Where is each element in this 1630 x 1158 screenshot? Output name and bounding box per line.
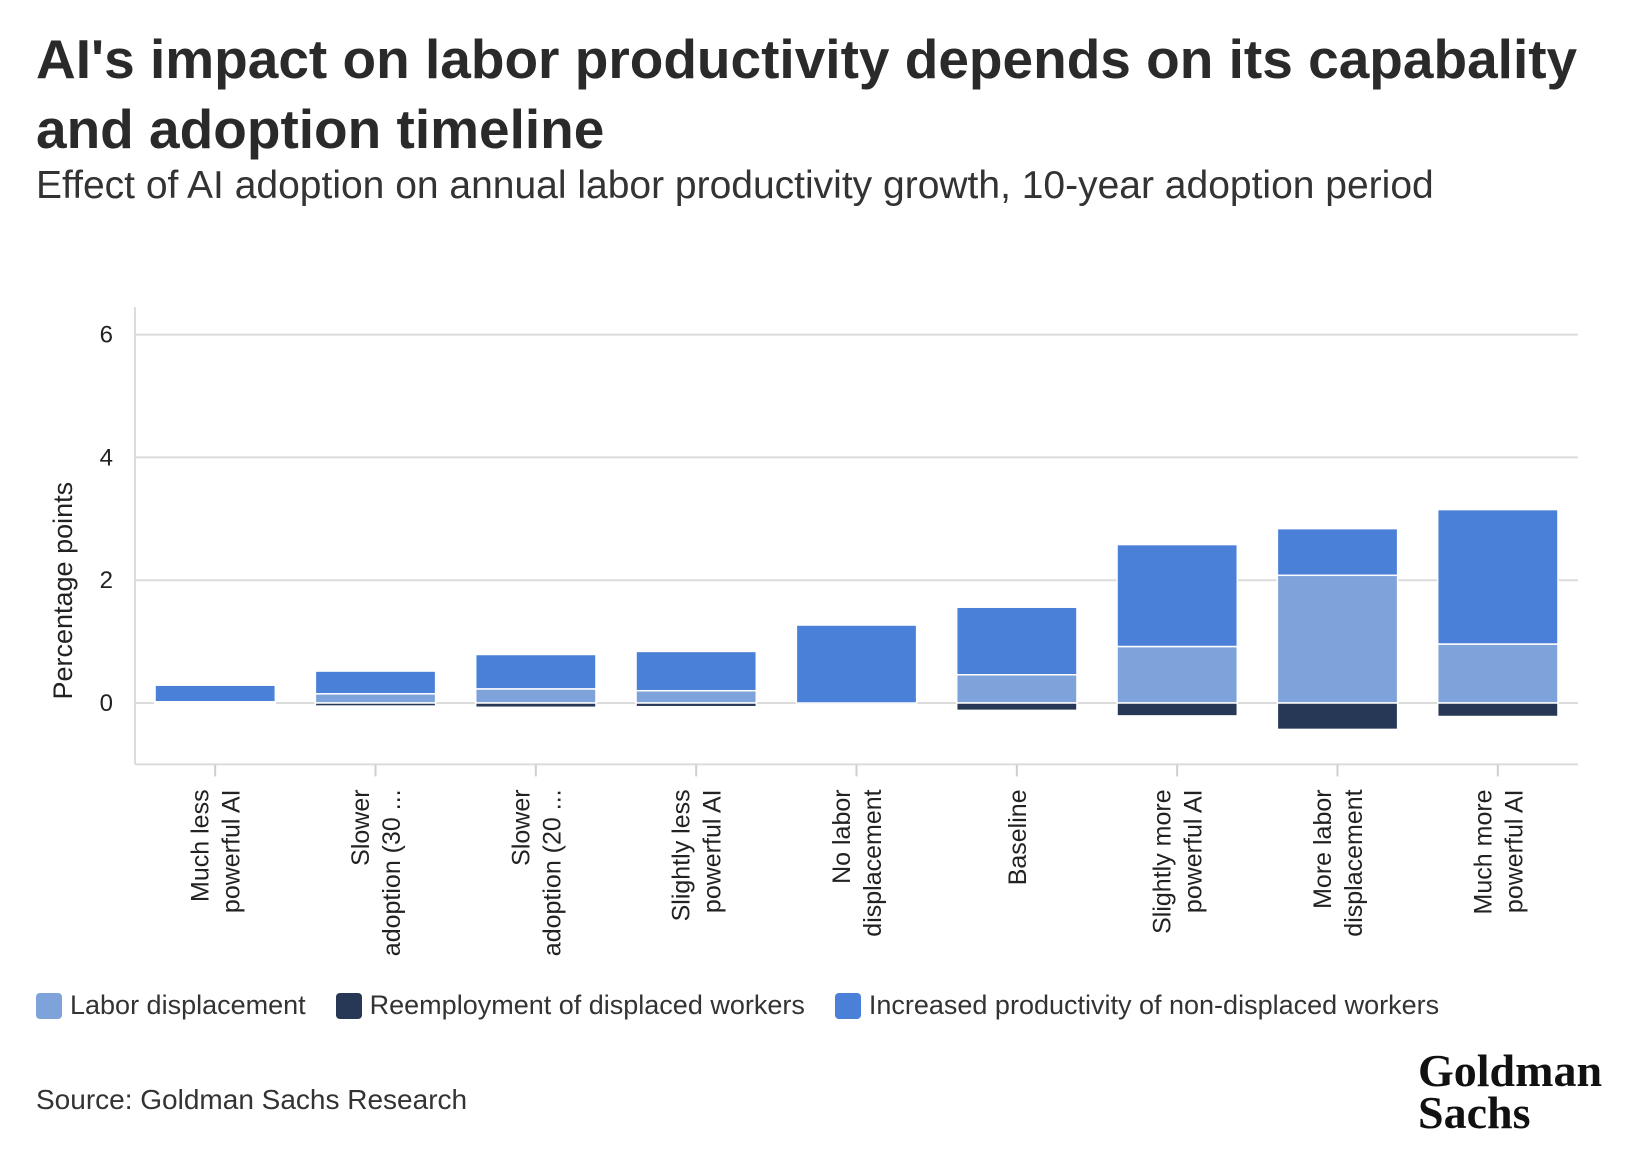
legend-label: Increased productivity of non-displaced … — [868, 990, 1440, 1020]
bar-segment — [314, 702, 437, 707]
x-tick-label-line: powerful AI — [1180, 789, 1208, 913]
x-tick-label-line: powerful AI — [699, 789, 727, 913]
y-tick-label: 4 — [100, 444, 113, 471]
bar-segment — [635, 650, 758, 692]
x-tick-label-line: Slightly less — [668, 789, 696, 921]
x-tick-label-line: Slower — [507, 789, 535, 865]
legend-item-reemployment[interactable]: Reemployment of displaced workers — [335, 990, 805, 1021]
x-tick-label: Slower adoption (20 ... — [507, 789, 566, 956]
y-tick-label: 0 — [100, 690, 113, 717]
legend-swatch-reemployment — [335, 992, 362, 1019]
bar-segment — [1436, 643, 1559, 704]
bar-segment — [1116, 645, 1239, 704]
x-tick-label-line: adoption (30 ... — [378, 789, 406, 956]
goldman-sachs-logo: Goldman Sachs — [1418, 1045, 1618, 1138]
bar-segment — [1436, 702, 1559, 718]
bar-segment — [154, 684, 277, 703]
bar-segment — [955, 702, 1078, 712]
bar-segment — [955, 606, 1078, 676]
x-tick-label: No labor displacement — [828, 789, 887, 936]
x-tick-label-line: powerful AI — [218, 789, 246, 913]
legend-label: Labor displacement — [70, 990, 306, 1020]
x-tick-label: Slightly more powerful AI — [1149, 789, 1208, 934]
bar-segment — [635, 689, 758, 704]
legend-label: Reemployment of displaced workers — [369, 990, 805, 1020]
y-axis-label: Percentage points — [48, 482, 78, 700]
x-tick-label-line: displacement — [859, 789, 887, 936]
x-tick-label-line: Much more — [1469, 789, 1497, 914]
chart-subtitle: Effect of AI adoption on annual labor pr… — [36, 164, 1434, 207]
bar-segment — [955, 674, 1078, 704]
bar-segment — [474, 653, 597, 690]
x-tick-label-line: Slightly more — [1149, 789, 1177, 934]
x-tick-label-line: Baseline — [1004, 789, 1032, 885]
bar-segment — [474, 688, 597, 704]
bar-segment — [1116, 702, 1239, 717]
x-tick-label-line: More labor — [1309, 789, 1337, 909]
x-tick-label-line: powerful AI — [1500, 789, 1528, 913]
bar-segment — [154, 702, 277, 705]
source-note: Source: Goldman Sachs Research — [36, 1084, 468, 1115]
bar-segment — [474, 702, 597, 709]
legend-swatch-increased-productivity — [834, 992, 861, 1019]
legend-swatch-labor-displacement — [36, 992, 62, 1019]
bar-segment — [1276, 527, 1399, 577]
x-tick-label-line: Slower — [347, 789, 375, 865]
bar-segment — [1116, 543, 1239, 648]
legend-item-increased-productivity[interactable]: Increased productivity of non-displaced … — [834, 990, 1440, 1021]
y-tick-label: 6 — [100, 322, 113, 349]
bar-segment — [314, 693, 437, 704]
x-tick-label: More labor displacement — [1309, 789, 1368, 936]
bar-segment — [1276, 574, 1399, 704]
logo-line: Goldman — [1418, 1045, 1603, 1096]
x-tick-label-line: No labor — [828, 789, 856, 884]
x-tick-label: Slightly less powerful AI — [668, 789, 727, 921]
x-tick-label-line: Much less — [187, 789, 215, 902]
logo-line: Sachs — [1418, 1087, 1531, 1138]
bar-segment — [1436, 508, 1559, 645]
x-tick-label: Baseline — [1004, 789, 1032, 885]
bar-segment — [314, 670, 437, 695]
bar-segment — [795, 624, 918, 704]
legend-item-labor-displacement[interactable]: Labor displacement — [36, 990, 306, 1021]
x-tick-label-line: displacement — [1340, 789, 1368, 936]
y-tick-label: 2 — [100, 567, 113, 594]
x-tick-label: Slower adoption (30 ... — [347, 789, 406, 956]
x-tick-label: Much less powerful AI — [187, 789, 246, 913]
x-tick-label: Much more powerful AI — [1469, 789, 1528, 914]
x-tick-label-line: adoption (20 ... — [538, 789, 566, 956]
legend: Labor displacement Reemployment of displ… — [36, 990, 1469, 1021]
chart-title: AI's impact on labor productivity depend… — [36, 28, 1578, 160]
bar-segment — [1276, 702, 1399, 731]
bar-segment — [635, 702, 758, 708]
